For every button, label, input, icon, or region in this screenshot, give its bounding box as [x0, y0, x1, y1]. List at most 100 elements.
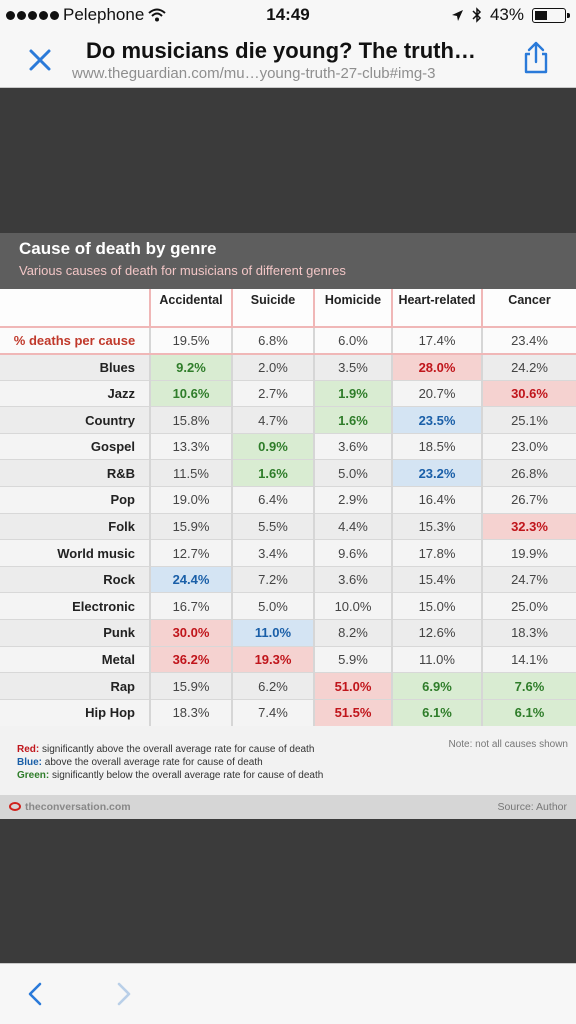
chevron-right-icon[interactable]: [105, 976, 141, 1012]
column-header: Homicide: [313, 289, 392, 328]
genre-label: Blues: [0, 353, 150, 381]
table-row: Electronic 16.7% 5.0% 10.0% 15.0% 25.0%: [0, 592, 576, 620]
battery-percent: 43%: [489, 5, 524, 24]
status-right: 43%: [451, 5, 570, 25]
table-cell: 25.1%: [481, 406, 576, 434]
table-cell: 2.9%: [313, 486, 392, 514]
table-cell: 20.7%: [391, 379, 482, 407]
genre-label: Electronic: [0, 592, 150, 620]
table-row: Country 15.8% 4.7% 1.6% 23.5% 25.1%: [0, 406, 576, 434]
close-icon[interactable]: [22, 42, 58, 78]
table-cell: 6.1%: [481, 698, 576, 726]
table-cell: 14.1%: [481, 645, 576, 673]
table-cell: 6.9%: [391, 672, 482, 700]
table-cell: 23.5%: [391, 406, 482, 434]
battery-fill: [535, 10, 547, 20]
note-text: Note: not all causes shown: [448, 739, 568, 750]
table-cell: 3.6%: [313, 432, 392, 460]
table-cell: 1.9%: [313, 379, 392, 407]
table-cell: 15.4%: [391, 565, 482, 593]
page-title: Do musicians die young? The truth…: [86, 38, 476, 63]
genre-label: Rock: [0, 565, 150, 593]
column-header: Suicide: [231, 289, 314, 328]
table-cell: 7.4%: [231, 698, 314, 726]
table-header-row: Accidental Suicide Homicide Heart-related Ca…: [0, 289, 576, 328]
bottom-toolbar: [0, 963, 576, 1024]
table-row: Punk 30.0% 11.0% 8.2% 12.6% 18.3%: [0, 619, 576, 647]
table-row: Rap 15.9% 6.2% 51.0% 6.9% 7.6%: [0, 672, 576, 700]
share-icon[interactable]: [516, 38, 556, 78]
cause-of-death-table: Accidental Suicide Homicide Heart-related Ca…: [0, 289, 576, 726]
genre-label: R&B: [0, 459, 150, 487]
table-cell: 17.8%: [391, 539, 482, 567]
column-header: Cancer: [481, 289, 576, 328]
table-cell: 30.0%: [149, 619, 232, 647]
overall-value: 6.8%: [231, 326, 314, 355]
table-cell: 24.7%: [481, 565, 576, 593]
column-header: Heart-related: [391, 289, 482, 328]
table-cell: 5.5%: [231, 512, 314, 540]
status-time: 14:49: [266, 5, 310, 24]
genre-label: Rap: [0, 672, 150, 700]
legend-key: Red:: [17, 744, 40, 755]
signal-dots-icon: [6, 10, 59, 20]
table-cell: 10.0%: [313, 592, 392, 620]
table-cell: 4.4%: [313, 512, 392, 540]
battery-icon: [532, 7, 570, 23]
table-cell: 9.6%: [313, 539, 392, 567]
column-header: Accidental: [149, 289, 232, 328]
location-arrow-icon: [451, 9, 463, 21]
table-cell: 6.1%: [391, 698, 482, 726]
table-cell: 15.9%: [149, 672, 232, 700]
table-cell: 9.2%: [149, 353, 232, 381]
table-cell: 15.0%: [391, 592, 482, 620]
table-cell: 16.7%: [149, 592, 232, 620]
table-row: Jazz 10.6% 2.7% 1.9% 20.7% 30.6%: [0, 379, 576, 407]
table-cell: 4.7%: [231, 406, 314, 434]
table-cell: 7.2%: [231, 565, 314, 593]
table-cell: 15.9%: [149, 512, 232, 540]
genre-label: Folk: [0, 512, 150, 540]
wifi-icon: [148, 8, 166, 22]
table-cell: 6.4%: [231, 486, 314, 514]
table-cell: 11.5%: [149, 459, 232, 487]
table-cell: 19.0%: [149, 486, 232, 514]
page-url[interactable]: www.theguardian.com/mu…young-truth-27-cl…: [72, 65, 436, 82]
legend-text: significantly below the overall average …: [49, 770, 324, 781]
chevron-left-icon[interactable]: [18, 976, 54, 1012]
overall-value: 19.5%: [149, 326, 232, 355]
table-cell: 3.4%: [231, 539, 314, 567]
genre-label: Country: [0, 406, 150, 434]
table-cell: 18.5%: [391, 432, 482, 460]
genre-label: Jazz: [0, 379, 150, 407]
table-row: Folk 15.9% 5.5% 4.4% 15.3% 32.3%: [0, 512, 576, 540]
table-cell: 18.3%: [481, 619, 576, 647]
content-area: Cause of death by genre Various causes o…: [0, 88, 576, 963]
table-cell: 13.3%: [149, 432, 232, 460]
legend-key: Green:: [17, 770, 50, 781]
table-cell: 11.0%: [231, 619, 314, 647]
table-body: % deaths per cause 19.5% 6.8% 6.0% 17.4% 23.4…: [0, 326, 576, 726]
genre-label: Pop: [0, 486, 150, 514]
table-cell: 30.6%: [481, 379, 576, 407]
table-row: Pop 19.0% 6.4% 2.9% 16.4% 26.7%: [0, 486, 576, 514]
table-row: Hip Hop 18.3% 7.4% 51.5% 6.1% 6.1%: [0, 698, 576, 726]
genre-label: Metal: [0, 645, 150, 673]
table-cell: 12.7%: [149, 539, 232, 567]
table-cell: 25.0%: [481, 592, 576, 620]
table-cell: 18.3%: [149, 698, 232, 726]
table-cell: 3.6%: [313, 565, 392, 593]
infographic-footer: theconversation.com Source: Author: [0, 795, 576, 819]
legend-text: above the overall average rate for cause…: [42, 757, 263, 768]
infographic-title: Cause of death by genre: [19, 239, 217, 258]
table-cell: 51.0%: [313, 672, 392, 700]
table-cell: 5.0%: [313, 459, 392, 487]
infographic[interactable]: Cause of death by genre Various causes o…: [0, 233, 576, 819]
legend-line: Blue: above the overall average rate for…: [17, 756, 323, 769]
table-row: Rock 24.4% 7.2% 3.6% 15.4% 24.7%: [0, 565, 576, 593]
table-cell: 16.4%: [391, 486, 482, 514]
legend-text: significantly above the overall average …: [39, 744, 315, 755]
table-cell: 2.7%: [231, 379, 314, 407]
overall-value: 17.4%: [391, 326, 482, 355]
status-bar: Pelephone 14:49 43%: [0, 0, 576, 30]
